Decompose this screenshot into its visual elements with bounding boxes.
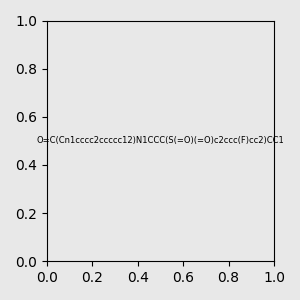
Text: O=C(Cn1cccc2ccccc12)N1CCC(S(=O)(=O)c2ccc(F)cc2)CC1: O=C(Cn1cccc2ccccc12)N1CCC(S(=O)(=O)c2ccc… — [37, 136, 284, 146]
